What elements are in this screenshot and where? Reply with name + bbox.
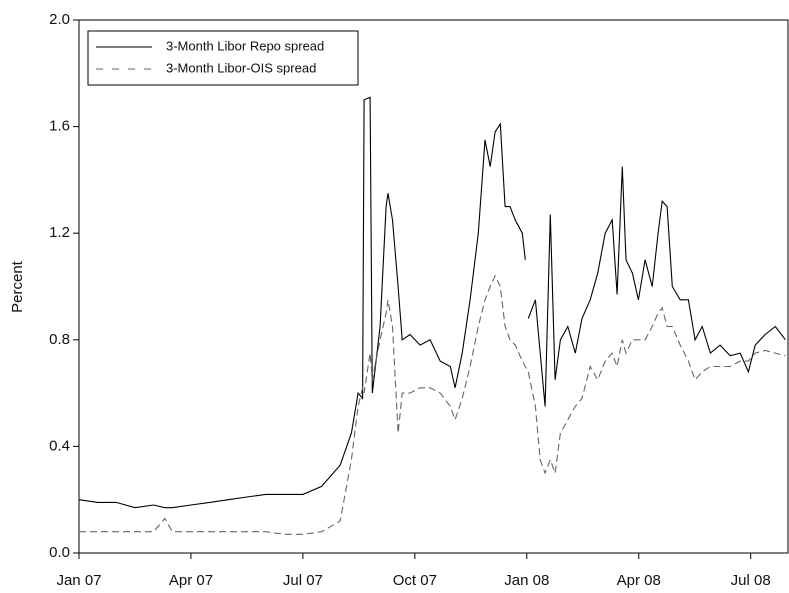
legend-label: 3-Month Libor-OIS spread <box>166 60 316 75</box>
y-tick-label: 2.0 <box>49 11 70 28</box>
x-tick-label: Jan 08 <box>504 572 549 589</box>
legend-box <box>87 30 359 86</box>
series-line <box>79 274 786 535</box>
x-tick-label: Jul 07 <box>283 572 323 589</box>
series-line <box>527 166 786 407</box>
x-tick-label: Apr 07 <box>169 572 213 589</box>
series-line <box>78 96 526 509</box>
x-tick-label: Apr 08 <box>617 572 661 589</box>
y-axis-label: Percent <box>9 260 26 313</box>
y-tick-label: 1.6 <box>49 118 70 135</box>
x-tick-label: Oct 07 <box>393 572 437 589</box>
legend-label: 3-Month Libor Repo spread <box>166 38 324 53</box>
x-tick-label: Jan 07 <box>56 572 101 589</box>
y-tick-label: 0.4 <box>49 437 70 454</box>
y-tick-label: 1.2 <box>49 224 70 241</box>
plot-frame <box>78 19 789 554</box>
x-tick-label: Jul 08 <box>731 572 771 589</box>
y-tick-label: 0.0 <box>49 544 70 561</box>
y-tick-label: 0.8 <box>49 331 70 348</box>
